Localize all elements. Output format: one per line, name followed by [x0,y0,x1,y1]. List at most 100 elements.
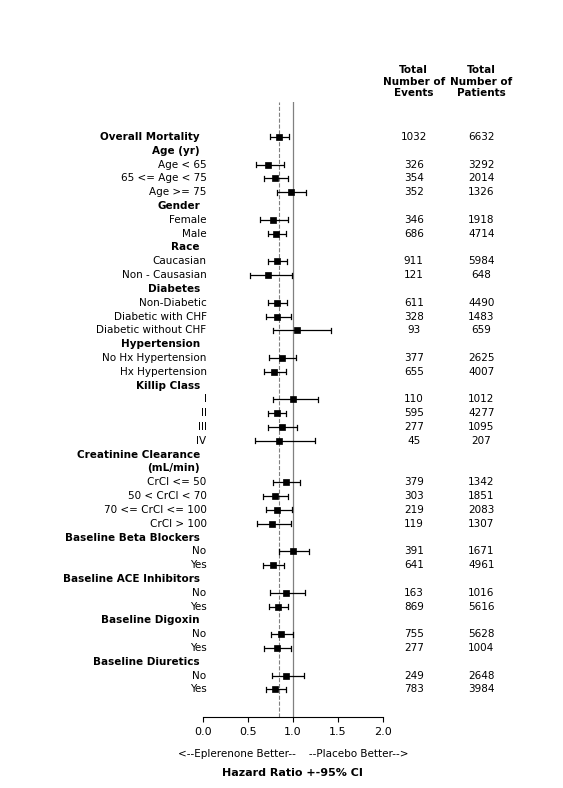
Text: Diabetic with CHF: Diabetic with CHF [114,311,207,322]
Text: 45: 45 [407,436,421,446]
Text: 655: 655 [404,366,424,377]
Text: 326: 326 [404,160,424,169]
Text: 659: 659 [471,325,491,336]
Text: 595: 595 [404,408,424,418]
Text: Hypertension: Hypertension [120,339,200,349]
Text: Yes: Yes [190,643,207,653]
Text: 110: 110 [404,395,424,404]
Text: 1851: 1851 [468,491,495,501]
Text: 277: 277 [404,422,424,432]
Text: 379: 379 [404,478,424,487]
Text: No: No [193,671,207,681]
Text: III: III [198,422,207,432]
Text: Yes: Yes [190,601,207,611]
Text: 2648: 2648 [468,671,495,681]
Text: 5628: 5628 [468,629,495,639]
Text: Overall Mortality: Overall Mortality [100,132,200,142]
Text: 641: 641 [404,560,424,571]
Text: 1004: 1004 [468,643,494,653]
Text: 207: 207 [471,436,491,446]
Text: 686: 686 [404,229,424,239]
Text: 611: 611 [404,298,424,308]
Text: Total
Number of
Events: Total Number of Events [383,65,445,98]
Text: 249: 249 [404,671,424,681]
Text: 5616: 5616 [468,601,495,611]
Text: 4961: 4961 [468,560,495,571]
Text: 1012: 1012 [468,395,494,404]
Text: 219: 219 [404,505,424,515]
Text: Yes: Yes [190,685,207,694]
Text: CrCl <= 50: CrCl <= 50 [148,478,207,487]
Text: Caucasian: Caucasian [153,256,207,266]
Text: 3292: 3292 [468,160,495,169]
Text: Non - Causasian: Non - Causasian [122,270,207,280]
Text: 163: 163 [404,588,424,598]
Text: IV: IV [196,436,207,446]
Text: 4277: 4277 [468,408,495,418]
Text: 1918: 1918 [468,215,495,225]
Text: 1326: 1326 [468,188,495,197]
Text: II: II [200,408,207,418]
Text: 391: 391 [404,546,424,556]
Text: Age >= 75: Age >= 75 [149,188,207,197]
Text: Creatinine Clearance: Creatinine Clearance [77,450,200,459]
Text: 121: 121 [404,270,424,280]
Text: 911: 911 [404,256,424,266]
Text: 352: 352 [404,188,424,197]
Text: Total
Number of
Patients: Total Number of Patients [450,65,512,98]
Text: 70 <= CrCl <= 100: 70 <= CrCl <= 100 [104,505,207,515]
Text: <--Eplerenone Better--    --Placebo Better-->: <--Eplerenone Better-- --Placebo Better-… [177,749,408,759]
Text: 1032: 1032 [401,132,427,142]
Text: Gender: Gender [157,201,200,211]
Text: 377: 377 [404,353,424,363]
Text: 2083: 2083 [468,505,494,515]
Text: 354: 354 [404,173,424,184]
Text: 2014: 2014 [468,173,494,184]
Text: Age (yr): Age (yr) [152,146,200,156]
Text: 303: 303 [404,491,424,501]
Text: 755: 755 [404,629,424,639]
Text: 93: 93 [407,325,421,336]
Text: 648: 648 [471,270,491,280]
Text: Baseline Diuretics: Baseline Diuretics [93,657,200,667]
Text: No: No [193,629,207,639]
Text: 783: 783 [404,685,424,694]
Text: Age < 65: Age < 65 [158,160,207,169]
Text: Non-Diabetic: Non-Diabetic [139,298,207,308]
Text: Female: Female [169,215,207,225]
Text: 2625: 2625 [468,353,495,363]
Text: 3984: 3984 [468,685,495,694]
Text: 4490: 4490 [468,298,494,308]
Text: 4714: 4714 [468,229,495,239]
Text: Diabetes: Diabetes [148,284,200,294]
Text: Yes: Yes [190,560,207,571]
Text: Hx Hypertension: Hx Hypertension [119,366,207,377]
Text: CrCl > 100: CrCl > 100 [150,519,207,529]
Text: 1095: 1095 [468,422,494,432]
Text: Male: Male [182,229,207,239]
Text: Baseline Beta Blockers: Baseline Beta Blockers [65,533,200,542]
Text: I: I [204,395,207,404]
Text: Baseline Digoxin: Baseline Digoxin [101,615,200,626]
Text: Diabetic without CHF: Diabetic without CHF [96,325,207,336]
Text: 65 <= Age < 75: 65 <= Age < 75 [120,173,207,184]
Text: 869: 869 [404,601,424,611]
Text: 346: 346 [404,215,424,225]
Text: (mL/min): (mL/min) [148,463,200,474]
Text: 50 < CrCl < 70: 50 < CrCl < 70 [128,491,207,501]
Text: No Hx Hypertension: No Hx Hypertension [102,353,207,363]
Text: 1016: 1016 [468,588,494,598]
Text: 277: 277 [404,643,424,653]
Text: 6632: 6632 [468,132,495,142]
Text: Baseline ACE Inhibitors: Baseline ACE Inhibitors [63,574,200,584]
Text: 328: 328 [404,311,424,322]
Text: 119: 119 [404,519,424,529]
Text: No: No [193,588,207,598]
Text: 1671: 1671 [468,546,495,556]
Text: 1342: 1342 [468,478,495,487]
Text: Hazard Ratio +-95% CI: Hazard Ratio +-95% CI [222,768,363,779]
Text: Race: Race [171,243,200,252]
Text: Killip Class: Killip Class [136,381,200,391]
Text: 4007: 4007 [468,366,494,377]
Text: No: No [193,546,207,556]
